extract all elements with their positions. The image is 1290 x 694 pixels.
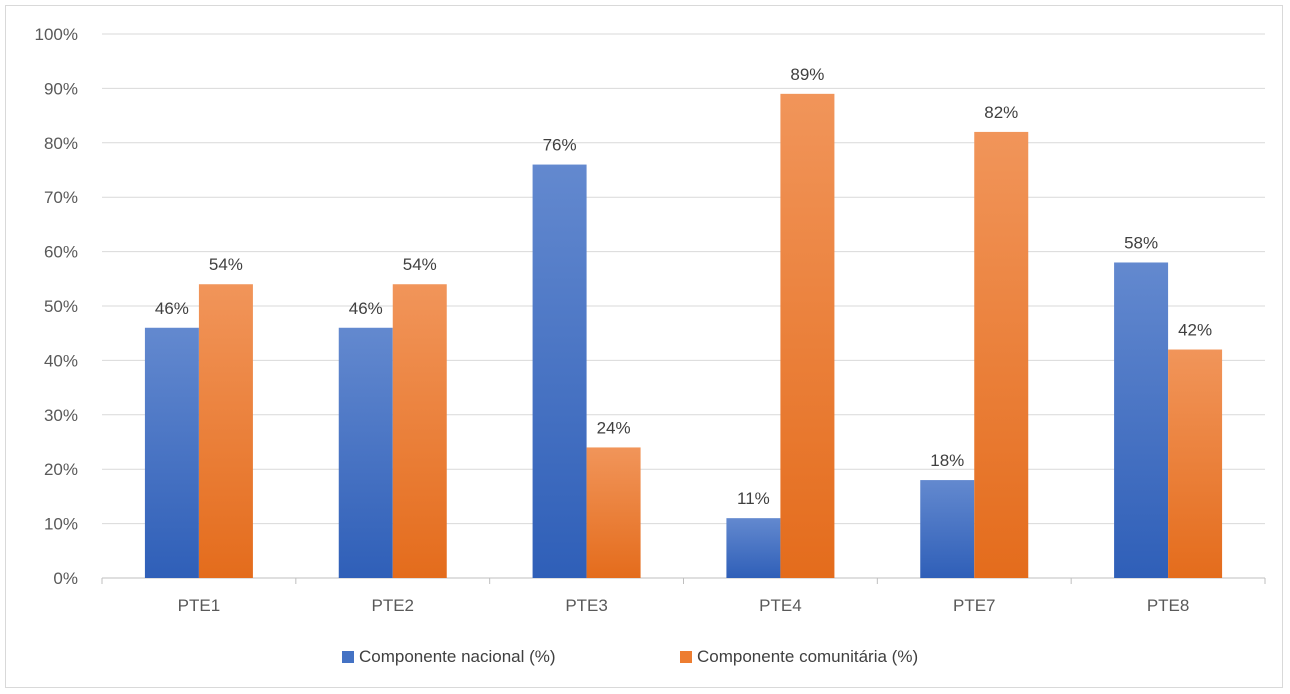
legend-swatch (342, 651, 354, 663)
legend: Componente nacional (%) Componente comuni… (342, 647, 918, 666)
bar (1114, 262, 1169, 578)
legend-label: Componente nacional (%) (359, 647, 556, 666)
data-label: 18% (930, 451, 964, 470)
y-tick-label: 100% (35, 25, 78, 44)
y-tick-label: 30% (44, 406, 78, 425)
bar (392, 284, 447, 578)
data-label: 46% (155, 299, 189, 318)
bar (586, 447, 641, 578)
x-tick-label: PTE2 (371, 596, 414, 615)
bar (726, 518, 781, 578)
x-tick-label: PTE1 (178, 596, 221, 615)
y-tick-label: 90% (44, 79, 78, 98)
bar (532, 164, 587, 578)
data-label: 24% (597, 418, 631, 437)
bar (338, 327, 393, 578)
data-label: 54% (403, 255, 437, 274)
bar (920, 480, 975, 578)
y-tick-label: 40% (44, 351, 78, 370)
legend-swatch (680, 651, 692, 663)
x-axis-tick-labels: PTE1 PTE2 PTE3 PTE4 PTE7 PTE8 (178, 596, 1190, 615)
data-labels: 46% 54% 46% 54% 76% 24% 11% 89% 18% 82% 58% 42% (155, 65, 1212, 508)
data-label: 46% (349, 299, 383, 318)
x-tick-label: PTE3 (565, 596, 608, 615)
x-tick-label: PTE8 (1147, 596, 1190, 615)
bar (1168, 349, 1223, 578)
y-tick-label: 0% (53, 569, 78, 588)
data-label: 42% (1178, 321, 1212, 340)
y-axis-tick-labels: 0% 10% 20% 30% 40% 50% 60% 70% 80% 90% 100% (35, 25, 78, 588)
data-label: 11% (737, 489, 770, 508)
y-tick-label: 70% (44, 188, 78, 207)
bar (144, 327, 199, 578)
bar (974, 131, 1029, 579)
x-tick-label: PTE4 (759, 596, 802, 615)
y-tick-label: 20% (44, 460, 78, 479)
data-label: 76% (543, 136, 577, 155)
data-label: 58% (1124, 233, 1158, 252)
data-label: 82% (984, 103, 1018, 122)
y-tick-label: 60% (44, 243, 78, 262)
gridlines (101, 33, 1266, 584)
bar (780, 93, 835, 578)
data-label: 54% (209, 255, 243, 274)
data-label: 89% (790, 65, 824, 84)
y-tick-label: 80% (44, 134, 78, 153)
bars (144, 93, 1223, 579)
x-tick-label: PTE7 (953, 596, 996, 615)
y-tick-label: 10% (44, 515, 78, 534)
bar (198, 284, 253, 578)
legend-label: Componente comunitária (%) (697, 647, 918, 666)
y-tick-label: 50% (44, 297, 78, 316)
